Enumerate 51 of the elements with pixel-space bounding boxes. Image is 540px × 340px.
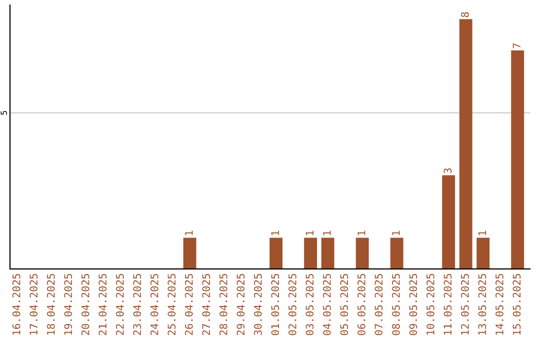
x-tick-label: 09.05.2025 — [409, 274, 418, 336]
x-tick-label: 01.05.2025 — [271, 274, 280, 336]
data-label: 7 — [512, 43, 520, 48]
x-tick-label: 19.04.2025 — [64, 274, 72, 335]
x-tick-label: 10.05.2025 — [426, 274, 434, 335]
bar — [321, 238, 334, 269]
bar — [511, 50, 524, 269]
x-tick-label: 25.04.2025 — [168, 274, 176, 336]
x-tick-label: 05.05.2025 — [340, 274, 348, 336]
bar — [304, 238, 318, 269]
x-tick-label: 15.05.2025 — [512, 274, 521, 335]
x-tick-label: 24.04.2025 — [150, 274, 158, 336]
bar — [459, 19, 472, 269]
x-tick-label: 08.05.2025 — [392, 274, 400, 336]
y-tick-label: 5 — [0, 110, 7, 115]
x-tick-label: 14.05.2025 — [496, 274, 504, 335]
bar — [356, 238, 369, 269]
x-tick-label: 23.04.2025 — [133, 274, 142, 336]
data-label: 1 — [478, 230, 486, 236]
x-tick-label: 02.05.2025 — [288, 274, 296, 336]
x-tick-label: 28.04.2025 — [219, 274, 228, 336]
x-tick-label: 04.05.2025 — [322, 274, 331, 336]
data-label: 1 — [271, 230, 279, 236]
bar — [390, 238, 404, 269]
data-label: 3 — [444, 168, 452, 174]
x-tick-label: 13.05.2025 — [478, 274, 486, 335]
bar — [270, 238, 283, 269]
x-tick-label: 16.04.2025 — [12, 274, 20, 335]
data-label: 1 — [323, 230, 331, 236]
x-tick-label: 12.05.2025 — [461, 274, 469, 335]
x-tick-label: 29.04.2025 — [236, 274, 245, 336]
x-tick-label: 20.04.2025 — [81, 274, 90, 336]
x-tick-label: 18.04.2025 — [46, 274, 55, 335]
data-label: 1 — [185, 230, 193, 236]
x-tick-label: 11.05.2025 — [444, 274, 452, 335]
bar — [442, 175, 456, 269]
data-label: 1 — [306, 230, 314, 236]
data-label: 1 — [392, 230, 400, 236]
x-tick-label: 17.04.2025 — [30, 274, 38, 335]
bar — [476, 238, 490, 269]
x-tick-label: 27.04.2025 — [202, 274, 210, 336]
x-tick-label: 26.04.2025 — [184, 274, 193, 336]
bar — [183, 238, 196, 269]
x-tick-label: 07.05.2025 — [374, 274, 383, 336]
x-tick-label: 22.04.2025 — [116, 274, 124, 336]
x-tick-label: 21.04.2025 — [98, 274, 107, 336]
x-tick-label: 06.05.2025 — [357, 274, 366, 336]
data-label: 8 — [461, 12, 469, 18]
x-tick-label: 30.04.2025 — [254, 274, 262, 336]
x-tick-label: 03.05.2025 — [306, 274, 314, 336]
data-label: 1 — [358, 230, 366, 236]
